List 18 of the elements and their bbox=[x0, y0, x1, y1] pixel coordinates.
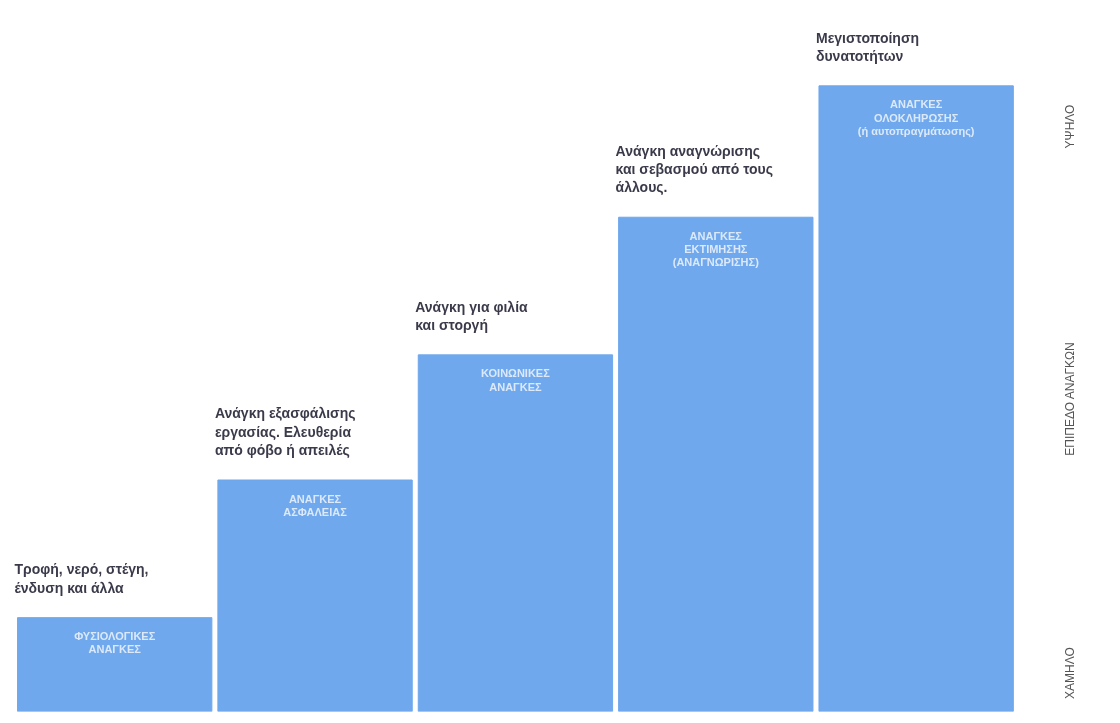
annotation: Ανάγκη για φιλία και στοργή bbox=[415, 298, 529, 333]
x-tick-label: ΑΝΑΓΚΕΣ ΟΛΟΚΛΗΡΩΣΗΣ (ή αυτοπραγμάτωσης) bbox=[857, 98, 975, 138]
x-tick-label: ΑΝΑΓΚΕΣ ΕΚΤΙΜΗΣΗΣ (ΑΝΑΓΝΩΡΙΣΗΣ) bbox=[672, 229, 760, 269]
bar bbox=[217, 479, 413, 712]
bar bbox=[17, 617, 213, 712]
bar bbox=[618, 216, 814, 712]
x-tick-label: ΚΟΙΝΩΝΙΚΕΣ ΑΝΑΓΚΕΣ bbox=[481, 367, 551, 393]
bar bbox=[417, 354, 614, 712]
bar bbox=[818, 85, 1014, 712]
annotation: Τροφή, νερό, στέγη, ένδυση και άλλα bbox=[14, 561, 149, 596]
y-axis-title: ΕΠΙΠΕΔΟ ΑΝΑΓΚΩΝ bbox=[1063, 342, 1078, 456]
text: ΥΨΗΛΟ bbox=[1063, 104, 1078, 149]
annotation: Ανάγκη εξασφάλισης εργασίας. Ελευθερία από φόβο ή απειλές bbox=[214, 405, 356, 459]
x-tick-label: ΑΝΑΓΚΕΣ ΑΣΦΑΛΕΙΑΣ bbox=[283, 492, 348, 518]
x-tick-label: ΦΥΣΙΟΛΟΓΙΚΕΣ ΑΝΑΓΚΕΣ bbox=[74, 630, 156, 656]
annotation: Μεγιστοποίηση δυνατοτήτων bbox=[815, 29, 919, 64]
annotation: Ανάγκη αναγνώρισης και σεβασμού από τους άλλους. bbox=[615, 142, 774, 196]
text: ΧΑΜΗΛΟ bbox=[1063, 647, 1078, 699]
